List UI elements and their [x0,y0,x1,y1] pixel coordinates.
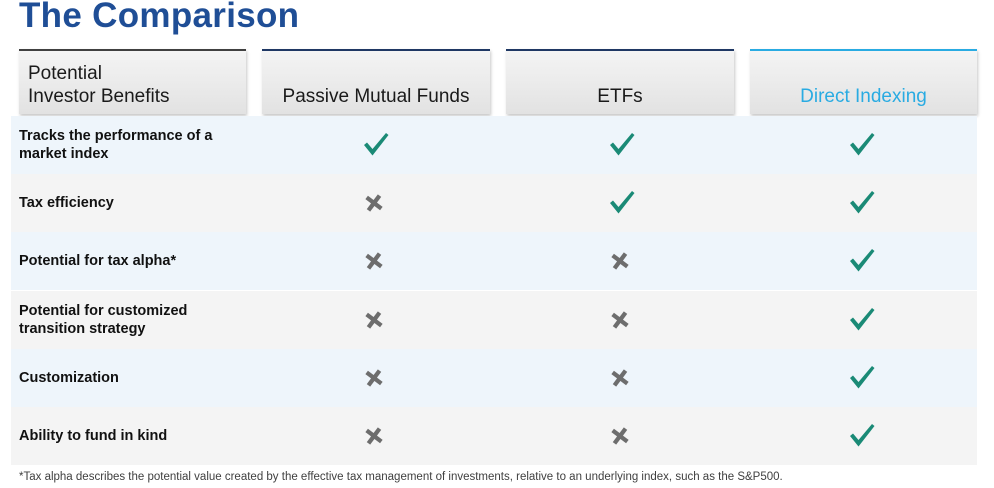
cross-icon [365,252,383,271]
table-row: Customization [11,348,977,407]
footnote: *Tax alpha describes the potential value… [19,471,783,483]
check-icon [850,365,875,389]
check-icon [610,133,635,156]
header-direct-indexing-label: Direct Indexing [800,86,927,107]
table-row: Potential for tax alpha* [11,232,977,291]
cross-icon [365,310,383,329]
cross-icon [611,252,629,271]
check-icon [364,133,389,156]
table-row: Tracks the performance of a market index [11,116,977,174]
benefit-label: Tax efficiency [19,195,114,212]
check-icon [850,307,875,331]
header-etfs: ETFs [506,49,734,114]
cross-icon [365,194,383,212]
cross-icon [611,310,629,329]
check-icon [850,133,875,156]
table-row: Ability to fund in kind [11,407,977,465]
check-icon [850,191,875,214]
benefit-label: Potential for tax alpha* [19,253,177,270]
cross-icon [611,427,629,445]
cross-icon [365,369,383,387]
check-icon [850,249,875,272]
header-benefits-label: Potential Investor Benefits [28,63,170,107]
header-benefits: Potential Investor Benefits [19,49,246,114]
header-direct-indexing: Direct Indexing [750,49,977,114]
benefit-label: Tracks the performance of a market index [19,128,213,162]
page-title: The Comparison [19,0,300,35]
check-icon [610,191,635,214]
table-row: Potential for customized transition strat… [11,290,977,349]
header-passive-mutual-funds: Passive Mutual Funds [262,49,490,114]
table-row: Tax efficiency [11,174,977,233]
header-etfs-label: ETFs [597,86,643,107]
check-icon [850,424,875,447]
benefit-label: Potential for customized transition strat… [19,302,188,337]
benefit-label: Ability to fund in kind [19,428,168,444]
cross-icon [365,427,383,445]
cross-icon [611,369,629,387]
benefit-label: Customization [19,369,119,386]
header-passive-mutual-funds-label: Passive Mutual Funds [282,86,470,107]
